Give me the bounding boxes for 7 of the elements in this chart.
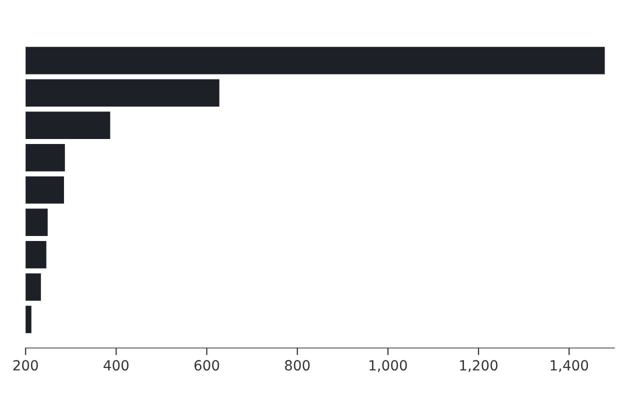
x-tick-label: 600	[194, 360, 220, 371]
x-tick-label: 800	[285, 360, 310, 371]
x-tick-label: 1,400	[550, 360, 588, 372]
x-tick-label: 1,200	[460, 360, 498, 372]
x-tick-label: 1,000	[370, 360, 407, 372]
x-tick-label: 400	[104, 360, 129, 371]
x-tick-label: 200	[13, 360, 38, 371]
